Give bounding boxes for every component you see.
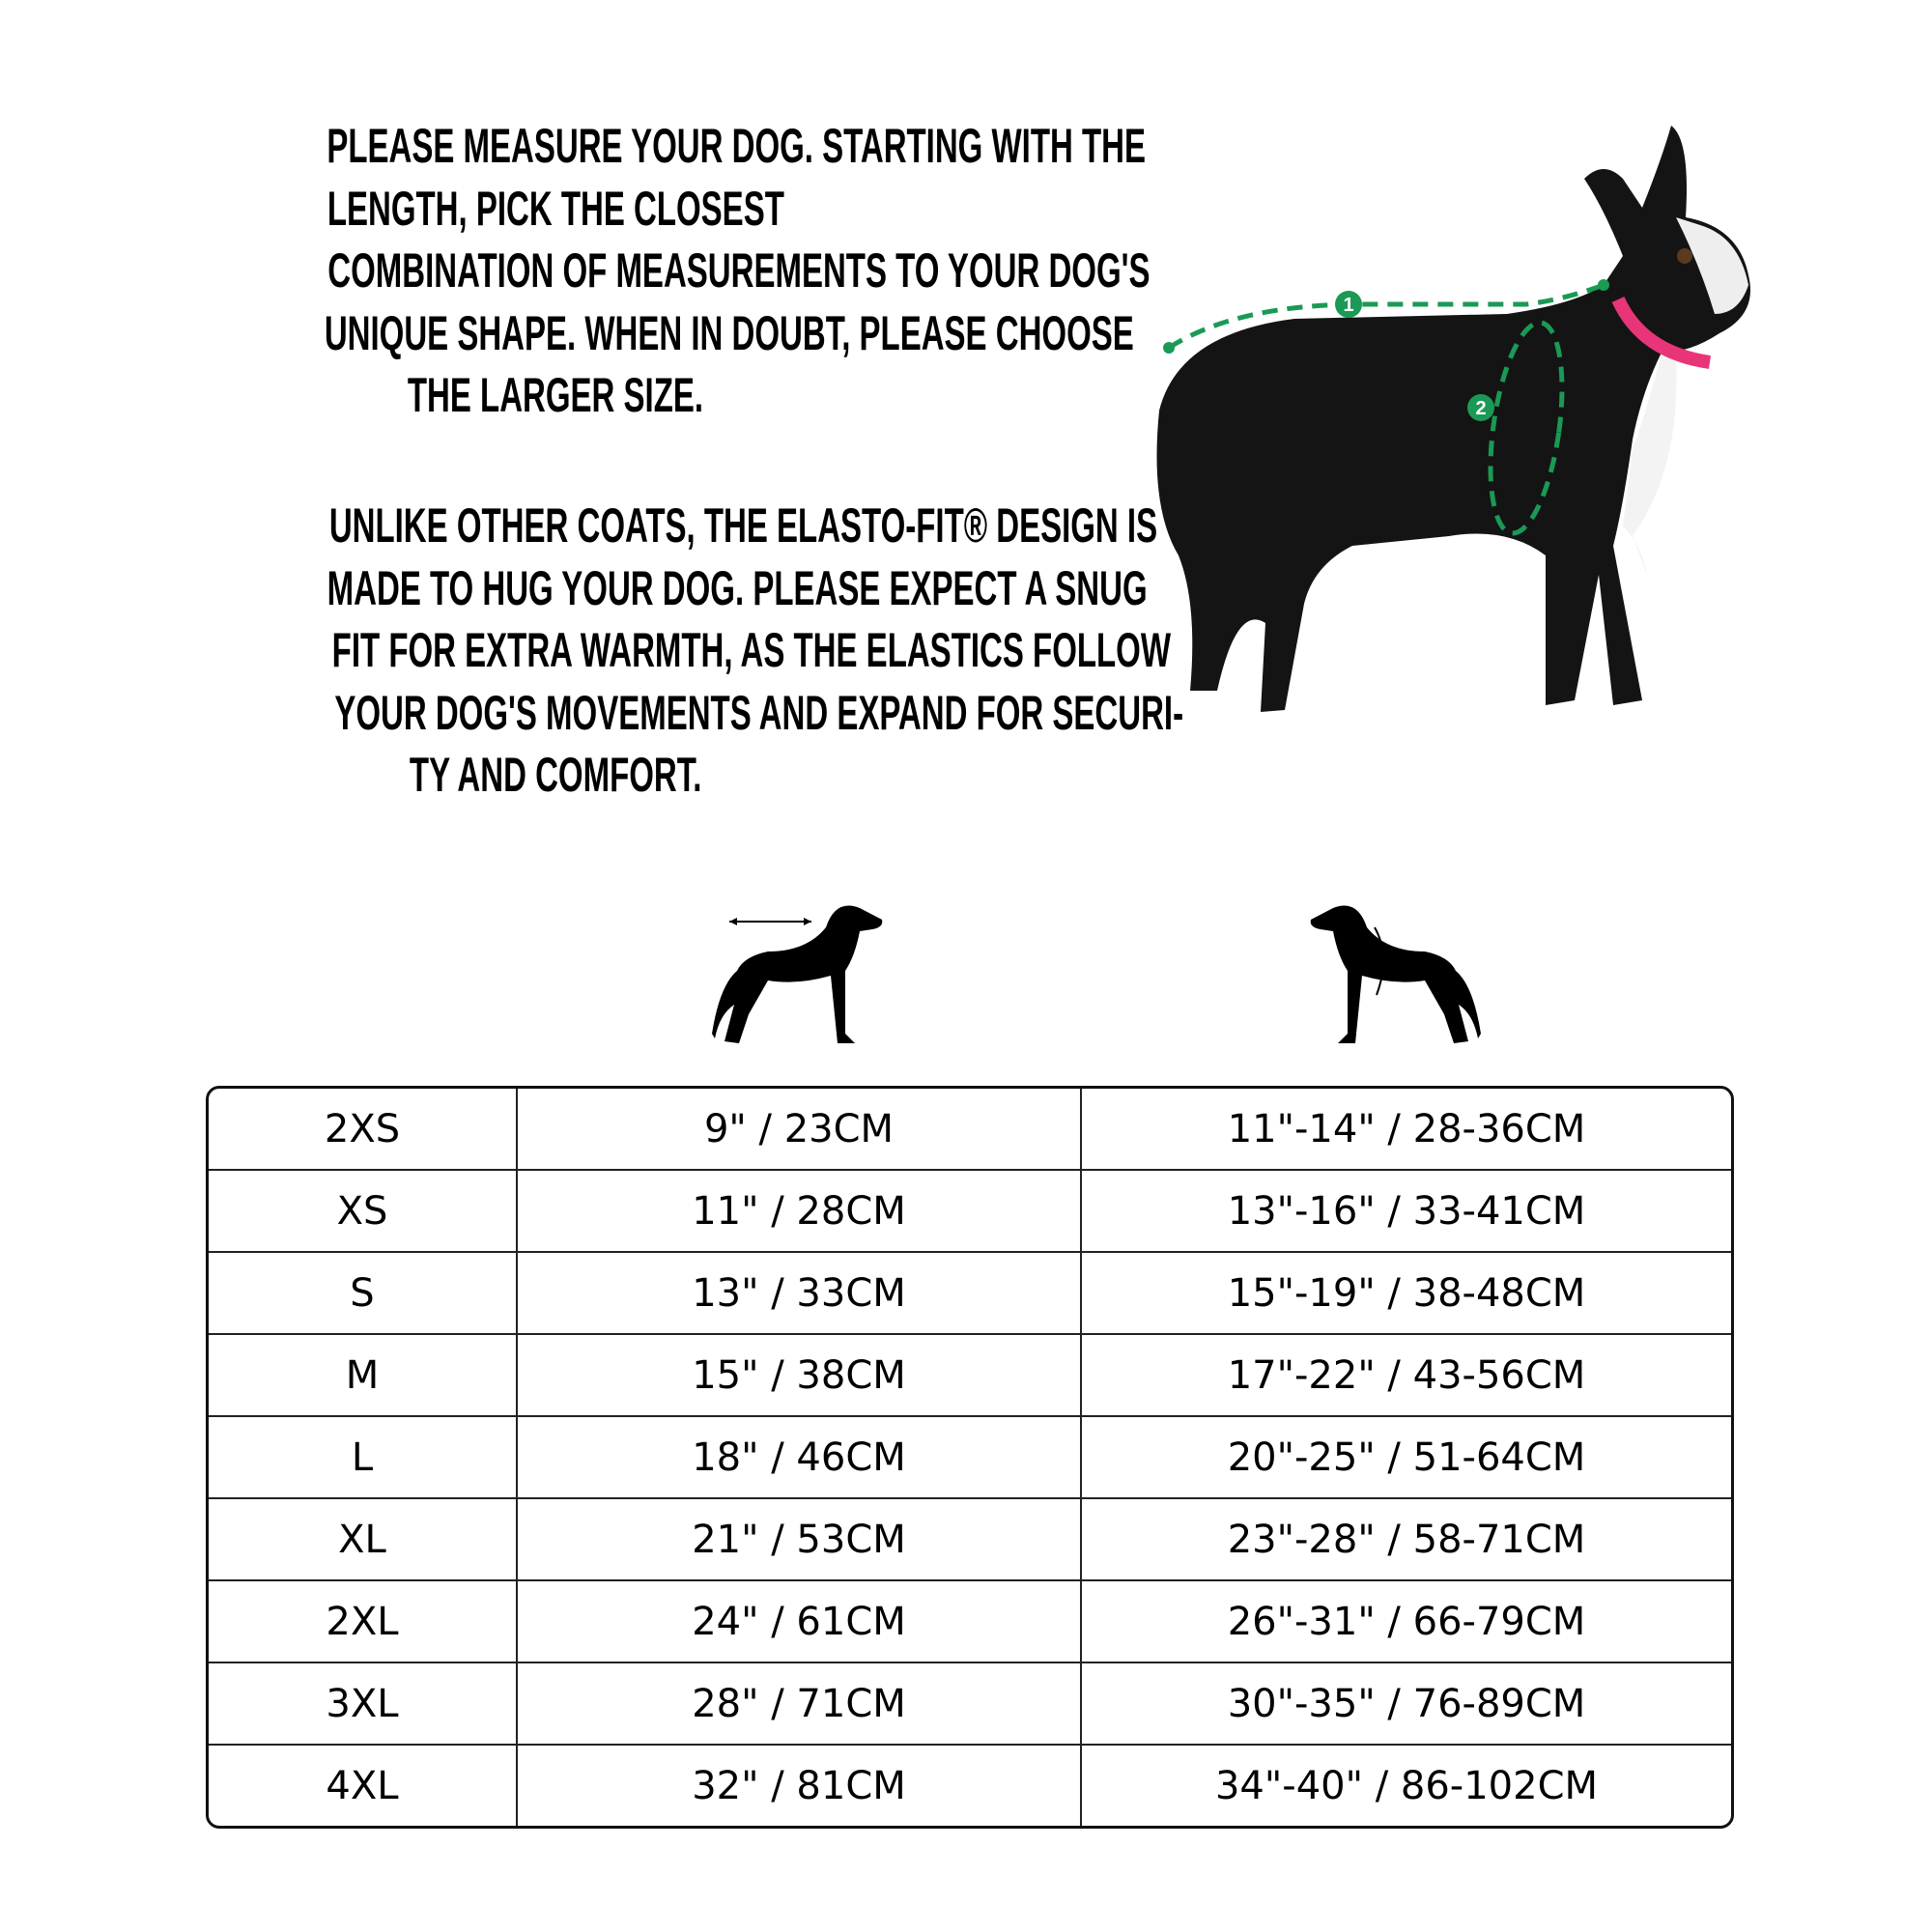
length-cell: 15" / 38CM — [518, 1335, 1082, 1417]
length-cell: 9" / 23CM — [518, 1089, 1082, 1171]
marker-2 — [1467, 394, 1494, 421]
chest-cell: 13"-16" / 33-41CM — [1082, 1171, 1731, 1253]
chest-cell: 17"-22" / 43-56CM — [1082, 1335, 1731, 1417]
length-cell: 18" / 46CM — [518, 1417, 1082, 1499]
size-chart-table: 2XS 9" / 23CM 11"-14" / 28-36CM XS 11" / 28C… — [206, 1086, 1734, 1829]
size-cell: 4XL — [209, 1746, 518, 1826]
text: TY AND COMFORT. — [409, 748, 702, 802]
text: MADE TO HUG YOUR DOG. PLEASE EXPECT A SN… — [327, 560, 1148, 615]
size-cell: 2XS — [209, 1089, 518, 1171]
length-cell: 11" / 28CM — [518, 1171, 1082, 1253]
text-line: MADE TO HUG YOUR DOG. PLEASE EXPECT A SN… — [116, 557, 1148, 620]
text-line: TY AND COMFORT. — [116, 744, 995, 807]
chest-cell: 30"-35" / 76-89CM — [1082, 1663, 1731, 1746]
marker-1-label: 1 — [1343, 295, 1353, 316]
text: THE LARGER SIZE. — [407, 368, 704, 422]
text-line: PLEASE MEASURE YOUR DOG. STARTING WITH T… — [116, 115, 1146, 178]
length-start-dot — [1163, 342, 1175, 354]
table-row: M 15" / 38CM 17"-22" / 43-56CM — [209, 1335, 1731, 1417]
chest-measure-loop — [1488, 320, 1565, 536]
size-cell: XL — [209, 1499, 518, 1581]
table-row: 3XL 28" / 71CM 30"-35" / 76-89CM — [209, 1663, 1731, 1746]
marker-2-label: 2 — [1475, 398, 1486, 419]
size-cell: L — [209, 1417, 518, 1499]
text: COMBINATION OF MEASUREMENTS TO YOUR DOG'… — [327, 243, 1151, 298]
table-row: S 13" / 33CM 15"-19" / 38-48CM — [209, 1253, 1731, 1335]
text: YOUR DOG'S MOVEMENTS AND EXPAND FOR SECU… — [334, 685, 1184, 740]
dog-body — [1156, 126, 1750, 712]
chest-cell: 11"-14" / 28-36CM — [1082, 1089, 1731, 1171]
table-row: L 18" / 46CM 20"-25" / 51-64CM — [209, 1417, 1731, 1499]
length-end-dot — [1598, 279, 1609, 291]
text: LENGTH, PICK THE CLOSEST — [327, 181, 784, 236]
table-row: 2XS 9" / 23CM 11"-14" / 28-36CM — [209, 1089, 1731, 1171]
size-cell: 3XL — [209, 1663, 518, 1746]
length-cell: 32" / 81CM — [518, 1746, 1082, 1826]
dog-chest-icon — [1310, 905, 1481, 1043]
table-row: 2XL 24" / 61CM 26"-31" / 66-79CM — [209, 1581, 1731, 1663]
text-line: COMBINATION OF MEASUREMENTS TO YOUR DOG'… — [116, 240, 1150, 302]
size-cell: M — [209, 1335, 518, 1417]
length-cell: 24" / 61CM — [518, 1581, 1082, 1663]
text: UNIQUE SHAPE. WHEN IN DOUBT, PLEASE CHOO… — [324, 305, 1134, 360]
text-line: UNLIKE OTHER COATS, THE ELASTO-FIT® DESI… — [116, 495, 1157, 557]
length-cell: 13" / 33CM — [518, 1253, 1082, 1335]
dog-length-icon — [712, 905, 883, 1043]
measure-instructions: PLEASE MEASURE YOUR DOG. STARTING WITH T… — [116, 115, 1151, 427]
length-cell: 28" / 71CM — [518, 1663, 1082, 1746]
size-cell: XS — [209, 1171, 518, 1253]
text-line: THE LARGER SIZE. — [116, 364, 995, 427]
fit-description: UNLIKE OTHER COATS, THE ELASTO-FIT® DESI… — [116, 495, 1183, 807]
marker-1 — [1335, 291, 1362, 318]
table-row: XS 11" / 28CM 13"-16" / 33-41CM — [209, 1171, 1731, 1253]
text-line: YOUR DOG'S MOVEMENTS AND EXPAND FOR SECU… — [116, 682, 1183, 745]
chest-cell: 34"-40" / 86-102CM — [1214, 1763, 1599, 1808]
chest-cell: 20"-25" / 51-64CM — [1082, 1417, 1731, 1499]
text-line: UNIQUE SHAPE. WHEN IN DOUBT, PLEASE CHOO… — [116, 302, 1134, 365]
chest-cell: 26"-31" / 66-79CM — [1082, 1581, 1731, 1663]
text-line: FIT FOR EXTRA WARMTH, AS THE ELASTICS FO… — [116, 619, 1171, 682]
chest-cell: 15"-19" / 38-48CM — [1082, 1253, 1731, 1335]
length-cell: 21" / 53CM — [518, 1499, 1082, 1581]
size-cell: 2XL — [209, 1581, 518, 1663]
text: FIT FOR EXTRA WARMTH, AS THE ELASTICS FO… — [331, 623, 1171, 677]
chest-cell: 23"-28" / 58-71CM — [1082, 1499, 1731, 1581]
dog-measurement-photo: 1 2 — [1156, 126, 1750, 712]
table-row: XL 21" / 53CM 23"-28" / 58-71CM — [209, 1499, 1731, 1581]
size-cell: S — [209, 1253, 518, 1335]
table-row: 4XL 32" / 81CM 34"-40" / 86-102CM — [209, 1746, 1731, 1826]
text: PLEASE MEASURE YOUR DOG. STARTING WITH T… — [327, 119, 1146, 173]
text: UNLIKE OTHER COATS, THE ELASTO-FIT® DESI… — [328, 498, 1158, 553]
text-line: LENGTH, PICK THE CLOSEST — [116, 178, 995, 241]
collar — [1611, 296, 1712, 369]
